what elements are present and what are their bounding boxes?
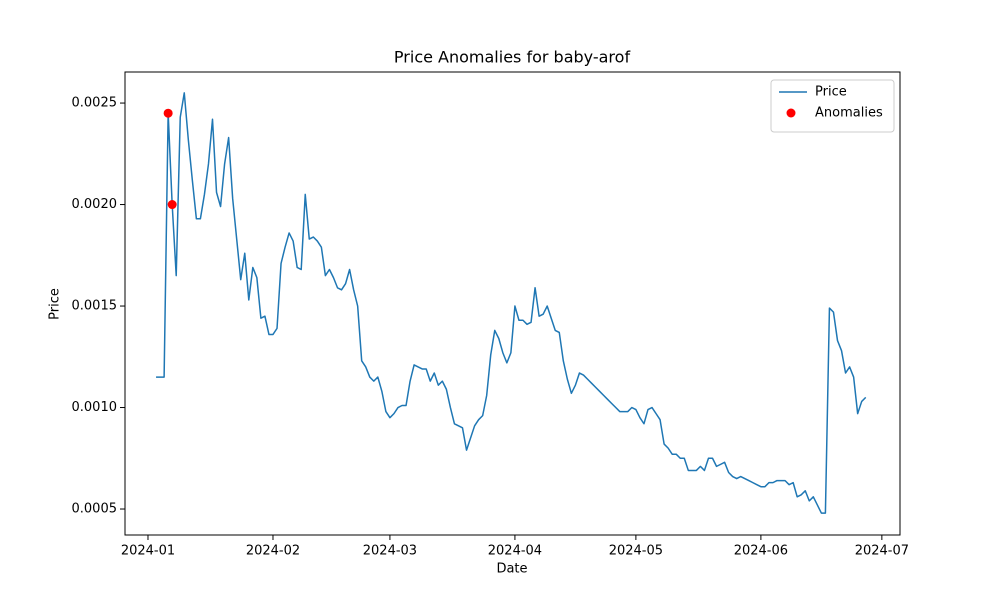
x-tick-label: 2024-02: [246, 544, 300, 559]
plot-frame: [124, 71, 901, 536]
y-tick-label: 0.0015: [72, 299, 118, 314]
legend-label: Price: [815, 85, 847, 100]
y-tick-label: 0.0025: [72, 96, 118, 111]
x-axis-label: Date: [496, 562, 527, 577]
x-tick-label: 2024-06: [734, 544, 788, 559]
anomaly-point: [163, 108, 173, 118]
y-tick-label: 0.0005: [72, 502, 118, 517]
x-tick-label: 2024-03: [363, 544, 417, 559]
legend-label: Anomalies: [815, 106, 883, 121]
legend-marker: [786, 108, 796, 118]
x-tick-label: 2024-04: [488, 544, 542, 559]
x-tick-label: 2024-07: [855, 544, 909, 559]
y-tick-label: 0.0020: [72, 197, 118, 212]
chart-title: Price Anomalies for baby-arof: [394, 48, 631, 67]
y-axis-label: Price: [48, 288, 63, 320]
anomaly-point: [167, 200, 177, 210]
y-tick-label: 0.0010: [72, 400, 118, 415]
x-tick-label: 2024-01: [121, 544, 175, 559]
legend-box: [770, 79, 895, 133]
x-tick-label: 2024-05: [609, 544, 663, 559]
price-line: [156, 92, 867, 514]
